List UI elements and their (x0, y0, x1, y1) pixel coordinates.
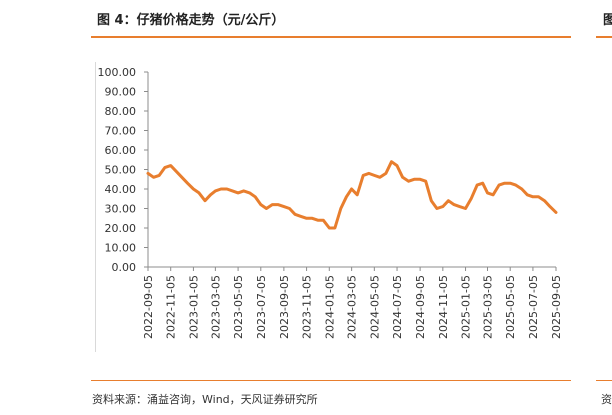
series-line-piglet-price (146, 160, 558, 230)
x-tick-label: 2025-09-05 (550, 275, 563, 339)
adjacent-source-divider (596, 380, 612, 381)
x-tick-label: 2024-05-05 (368, 275, 381, 339)
x-tick-label: 2024-09-05 (414, 275, 427, 339)
x-tick-label: 2024-11-05 (437, 275, 450, 339)
y-tick-label: 0.00 (112, 261, 137, 274)
y-tick-label: 90.00 (105, 86, 137, 99)
y-tick-label: 10.00 (105, 242, 137, 255)
y-tick-label: 20.00 (105, 222, 137, 235)
y-tick-label: 40.00 (105, 183, 137, 196)
adjacent-figure-title-fragment: 图 (603, 13, 612, 28)
x-tick-label: 2022-11-05 (165, 275, 178, 339)
series-layer (146, 160, 558, 230)
x-axis: 2022-09-05 2022-11-05 2023-01-05 2023-03-05… (142, 266, 563, 339)
x-tick-label: 2025-01-05 (460, 275, 473, 339)
adjacent-source-fragment: 资 (601, 393, 612, 406)
y-tick-label: 50.00 (105, 164, 137, 177)
x-tick-label: 2024-01-05 (323, 275, 336, 339)
x-tick-label: 2023-11-05 (301, 275, 314, 339)
price-line-chart: 0.00 10.00 20.00 30.00 40.00 50.00 60.00 70.00 8… (98, 66, 564, 339)
chart-title: 图 4：仔猪价格走势（元/公斤） (97, 13, 285, 28)
x-tick-label: 2025-07-05 (527, 275, 540, 339)
source-note: 资料来源：涌益咨询，Wind，天风证券研究所 (92, 393, 318, 406)
x-tick-label: 2023-01-05 (187, 275, 200, 339)
x-tick-label: 2023-07-05 (255, 275, 268, 339)
y-tick-label: 70.00 (105, 125, 137, 138)
chart-frame-left-edge (95, 62, 96, 352)
x-tick-label: 2023-03-05 (209, 275, 222, 339)
y-tick-label: 80.00 (105, 105, 137, 118)
x-tick-label: 2024-07-05 (391, 275, 404, 339)
y-tick-label: 60.00 (105, 144, 137, 157)
source-divider (91, 380, 571, 381)
y-tick-label: 100.00 (98, 66, 137, 79)
y-tick-label: 30.00 (105, 203, 137, 216)
x-tick-label: 2023-05-05 (232, 275, 245, 339)
x-tick-label: 2025-05-05 (504, 275, 517, 339)
x-tick-label: 2023-09-05 (278, 275, 291, 339)
x-tick-label: 2025-03-05 (482, 275, 495, 339)
y-axis: 0.00 10.00 20.00 30.00 40.00 50.00 60.00 70.00 8… (98, 66, 149, 274)
x-tick-label: 2022-09-05 (142, 275, 155, 339)
title-underline (91, 36, 571, 38)
x-tick-label: 2024-03-05 (346, 275, 359, 339)
adjacent-title-underline (596, 36, 612, 38)
